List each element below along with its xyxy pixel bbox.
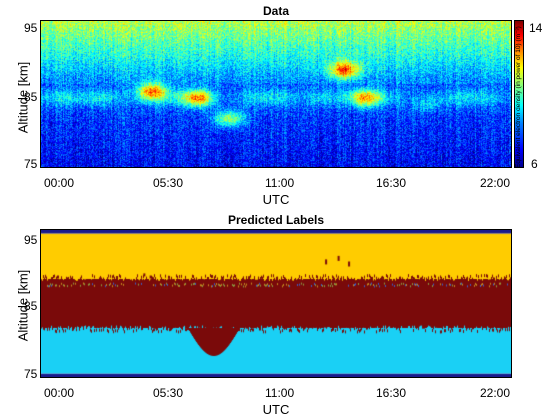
colorbar-tick-min: 6 (531, 157, 538, 171)
top-y-tick-85: 85 (24, 90, 38, 104)
colorbar (514, 20, 524, 168)
top-x-tick-2: 11:00 (265, 176, 295, 190)
colorbar-tick-max: 14 (529, 21, 543, 35)
bottom-x-tick-4: 22:00 (480, 386, 511, 400)
bottom-y-tick-85: 85 (24, 299, 38, 313)
bottom-chart-title: Predicted Labels (227, 213, 325, 227)
top-heatmap (40, 20, 512, 168)
bottom-x-tick-0: 00:00 (44, 386, 75, 400)
bottom-y-tick-75: 75 (24, 367, 38, 381)
bottom-heatmap (40, 229, 512, 378)
top-x-tick-1: 05:30 (153, 176, 184, 190)
top-chart-title: Data (262, 4, 289, 18)
bottom-x-tick-3: 16:30 (376, 386, 407, 400)
top-x-axis-label: UTC (262, 192, 290, 207)
top-y-tick-95: 95 (24, 21, 38, 35)
bottom-x-tick-1: 05:30 (153, 386, 184, 400)
top-x-tick-3: 16:30 (376, 176, 407, 190)
top-x-tick-4: 22:00 (480, 176, 511, 190)
colorbar-label: Equivalent electron density (in power of… (515, 26, 522, 168)
bottom-x-axis-label: UTC (262, 402, 290, 417)
top-y-tick-75: 75 (24, 157, 38, 171)
top-heatmap-canvas (41, 21, 511, 167)
bottom-x-tick-2: 11:00 (265, 386, 295, 400)
top-x-tick-0: 00:00 (44, 176, 75, 190)
bottom-y-tick-95: 95 (24, 233, 38, 247)
bottom-heatmap-canvas (41, 230, 511, 377)
